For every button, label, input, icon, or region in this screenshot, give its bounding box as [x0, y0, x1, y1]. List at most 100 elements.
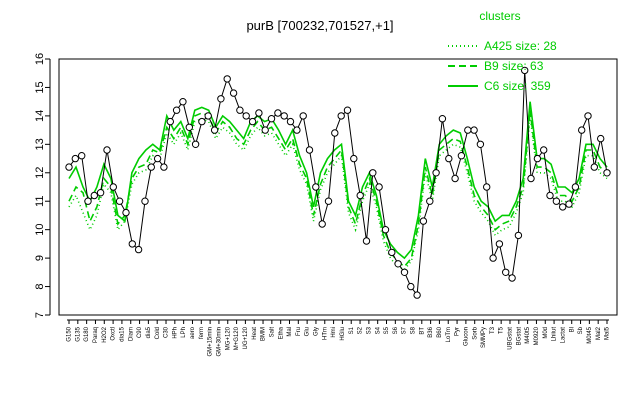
- data-point: [122, 208, 130, 217]
- y-tick-label: 9: [34, 255, 46, 261]
- x-tick-label: T3: [490, 326, 496, 334]
- data-point: [210, 126, 219, 134]
- x-tick-label: Salt: [269, 327, 275, 338]
- data-point: [350, 154, 358, 163]
- data-point: [552, 197, 561, 205]
- data-point: [514, 231, 523, 240]
- data-point: [578, 126, 586, 134]
- x-tick-label: MG+120: [225, 326, 231, 350]
- data-point: [78, 152, 86, 160]
- x-tick-label: HTm: [322, 327, 328, 340]
- data-point: [166, 117, 175, 126]
- series-line: [68, 70, 608, 297]
- data-point: [432, 169, 440, 177]
- x-tick-label: G135: [75, 326, 81, 341]
- x-tick-label: GM+30min: [217, 327, 223, 357]
- data-point: [305, 146, 314, 154]
- data-point: [464, 126, 472, 134]
- data-point: [172, 106, 181, 114]
- x-tick-label: Cold: [155, 327, 161, 339]
- x-tick-label: C30: [164, 326, 170, 338]
- x-tick-label: S8: [411, 326, 417, 334]
- data-point: [236, 106, 244, 114]
- data-point: [590, 163, 598, 171]
- data-point: [546, 191, 554, 200]
- data-point: [191, 140, 200, 149]
- legend-title: clusters: [479, 9, 520, 23]
- x-tick-label: Mal2: [596, 326, 602, 340]
- data-point: [502, 268, 510, 276]
- data-point: [267, 115, 276, 123]
- x-tick-label: BGstat: [516, 327, 522, 346]
- x-tick-label: GM+15min: [208, 327, 214, 357]
- x-tick-label: G150: [67, 326, 73, 341]
- x-tick-label: dia5: [146, 326, 152, 338]
- x-tick-label: Pyr: [455, 327, 461, 336]
- data-point: [419, 217, 428, 225]
- x-tick-label: UBGstat: [508, 327, 514, 350]
- data-point: [508, 274, 516, 282]
- data-point: [445, 154, 453, 163]
- x-tick-label: S1: [349, 326, 355, 334]
- x-tick-label: Paraq: [93, 327, 99, 343]
- x-tick-label: SMMPy: [481, 327, 487, 348]
- data-point: [96, 189, 105, 197]
- x-tick-label: T5: [499, 326, 505, 334]
- data-point: [369, 169, 377, 177]
- data-point: [337, 112, 345, 120]
- x-tick-label: Lhiiut: [552, 327, 558, 342]
- data-point: [324, 197, 333, 205]
- x-tick-label: Sorb: [472, 326, 478, 339]
- x-tick-label: Heat: [252, 327, 258, 340]
- data-point: [394, 260, 402, 268]
- x-tick-label: M0920: [534, 326, 540, 345]
- x-axis: G150 G135 G180 Paraq H2O2 Oxctl dia15 Diam C90 di…: [67, 319, 611, 357]
- data-point: [274, 109, 282, 117]
- data-point: [71, 154, 80, 163]
- y-axis: 7 8 9 10 11 12 13 14 15 16: [34, 53, 51, 318]
- x-tick-label: Sb: [578, 326, 584, 334]
- x-tick-label: B36: [428, 326, 434, 337]
- legend-label-b9: B9 size: 63: [484, 59, 544, 73]
- y-tick-label: 7: [34, 312, 46, 318]
- y-tick-label: 8: [34, 283, 46, 289]
- data-point: [147, 163, 156, 171]
- x-tick-label: S4: [375, 326, 381, 334]
- y-tick-label: 14: [34, 110, 46, 122]
- data-point: [533, 154, 542, 163]
- x-tick-label: Bl: [569, 327, 575, 332]
- data-point: [280, 112, 288, 120]
- x-tick-label: Mal5: [605, 326, 611, 340]
- x-tick-label: Glucon: [463, 327, 469, 346]
- y-tick-label: 16: [34, 53, 46, 65]
- x-tick-label: C90: [137, 326, 143, 338]
- data-point: [476, 140, 485, 149]
- x-tick-label: Gly: [314, 327, 320, 336]
- y-tick-label: 11: [34, 196, 46, 207]
- data-point: [160, 163, 168, 171]
- x-tick-label: Mal: [287, 327, 293, 337]
- x-tick-label: M0t45: [587, 326, 593, 343]
- data-point: [470, 126, 478, 134]
- data-point: [375, 183, 383, 191]
- data-point: [128, 240, 137, 248]
- data-point: [255, 109, 263, 117]
- x-tick-label: S6: [393, 326, 399, 334]
- x-tick-label: B60: [437, 326, 443, 337]
- data-point: [65, 163, 73, 171]
- y-tick-label: 13: [34, 138, 46, 150]
- data-point: [489, 254, 497, 262]
- data-point: [84, 197, 92, 205]
- data-point: [426, 197, 434, 205]
- data-point: [90, 191, 99, 200]
- plot-frame: [58, 58, 618, 316]
- x-tick-label: S7: [402, 326, 408, 334]
- x-tick-label: H2O2: [102, 326, 108, 342]
- data-point: [495, 240, 504, 248]
- data-point: [565, 200, 573, 208]
- data-point: [286, 117, 295, 126]
- cluster-lines: [68, 101, 608, 271]
- gene-series: [65, 66, 611, 299]
- x-tick-label: LPh: [181, 327, 187, 338]
- x-tick-label: ferm: [199, 327, 205, 339]
